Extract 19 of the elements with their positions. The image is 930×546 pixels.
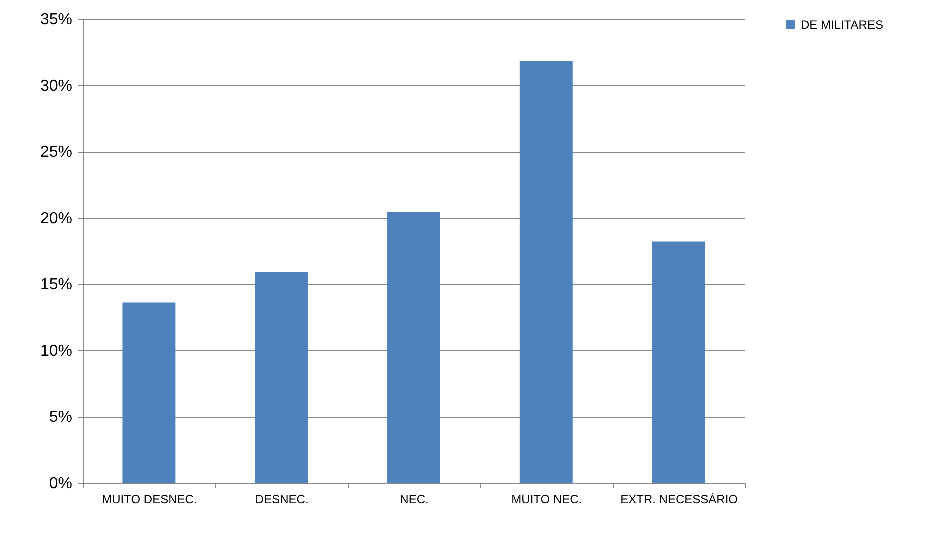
y-tick-label: 30% — [40, 78, 72, 95]
y-tick-label: 0% — [49, 476, 72, 492]
y-tick-label: 35% — [40, 12, 72, 28]
bar — [122, 302, 176, 483]
y-tick-label: 15% — [40, 276, 72, 294]
x-tick-label: NEC. — [400, 492, 429, 506]
x-tick-label: MUITO DESNEC. — [102, 492, 198, 506]
bar — [255, 272, 308, 483]
x-tick-label: MUITO NEC. — [512, 492, 582, 506]
x-tick-label: EXTR. NECESSÁRIO — [620, 492, 738, 506]
bar — [520, 61, 573, 483]
y-tick-label: 25% — [40, 144, 72, 162]
legend-label: DE MILITARES — [801, 18, 884, 32]
bar — [388, 212, 440, 483]
y-tick-label: 20% — [40, 210, 72, 228]
y-tick-label: 5% — [49, 409, 72, 426]
x-tick-label: DESNEC. — [255, 492, 309, 506]
bar — [652, 242, 706, 483]
y-tick-label: 10% — [40, 342, 72, 360]
